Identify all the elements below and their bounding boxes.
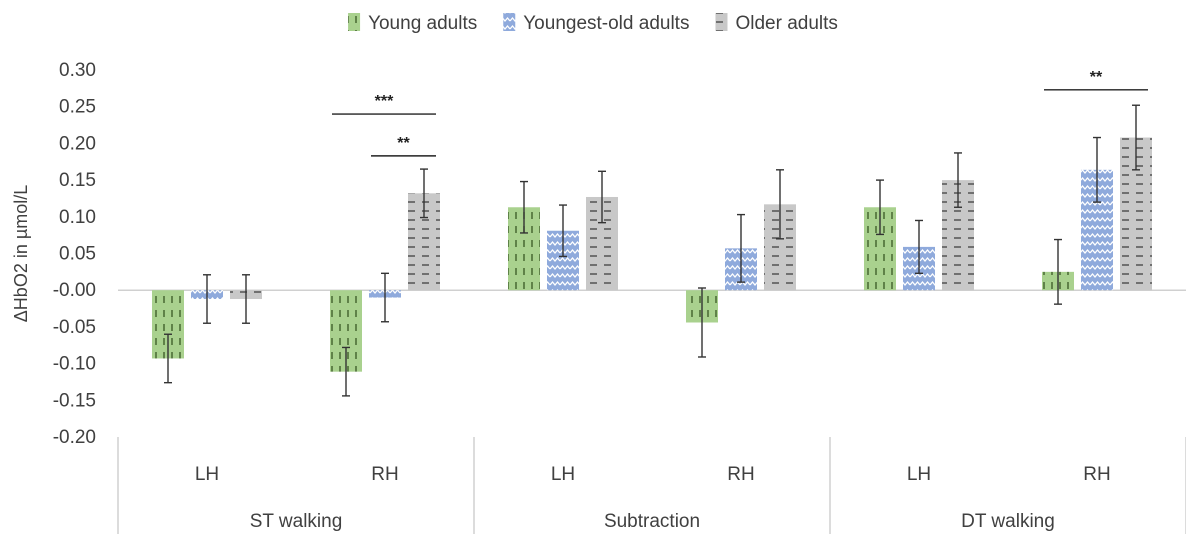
significance-label: ** — [1090, 69, 1103, 86]
y-tick-label: -0.10 — [53, 354, 96, 375]
category-tick-label: LH — [551, 464, 575, 485]
category-tick-label: LH — [907, 464, 931, 485]
significance-marker: ** — [1044, 69, 1148, 91]
y-tick-label: 0.25 — [59, 97, 96, 118]
legend-swatch — [348, 13, 361, 31]
error-bar — [203, 274, 211, 324]
error-bar — [876, 179, 884, 236]
y-tick-label: 0.05 — [59, 244, 96, 265]
error-bar — [1132, 104, 1140, 171]
legend-label: Youngest-old adults — [523, 13, 689, 34]
group-label: Subtraction — [604, 511, 700, 532]
error-bar — [698, 287, 706, 358]
legend-item: Youngest-old adults — [503, 13, 689, 34]
error-bar — [915, 219, 923, 275]
y-axis-ticks: 0.30 0.25 0.20 0.15 0.10 0.05 -0.00 -0.05 -0.10 -… — [53, 60, 96, 448]
error-bars — [164, 104, 1140, 397]
y-tick-label: -0.20 — [53, 427, 96, 448]
group-label: DT walking — [961, 511, 1055, 532]
category-tick-label: LH — [195, 464, 219, 485]
error-bar — [381, 272, 389, 323]
error-bar — [420, 168, 428, 219]
error-bar — [242, 274, 250, 324]
error-bar — [1054, 238, 1062, 305]
group-label: ST walking — [250, 511, 343, 532]
error-bar — [776, 169, 784, 240]
legend-item: Young adults — [348, 13, 477, 34]
y-tick-label: -0.00 — [53, 280, 96, 301]
error-bar — [342, 346, 350, 397]
significance-label: *** — [375, 93, 394, 110]
legend-label: Older adults — [735, 13, 837, 34]
error-bar — [559, 204, 567, 258]
significance-marker: ** — [371, 135, 436, 157]
bars — [152, 137, 1152, 372]
category-tick-label: RH — [727, 464, 754, 485]
error-bar — [598, 170, 606, 224]
y-tick-label: 0.30 — [59, 60, 96, 81]
error-bar — [164, 333, 172, 384]
y-tick-label: -0.15 — [53, 390, 96, 411]
category-tick-label: RH — [1083, 464, 1110, 485]
category-axis: LH RH ST walking LH RH Subtraction LH RH DT walk… — [117, 437, 1186, 534]
category-tick-label: RH — [371, 464, 398, 485]
y-axis-title: ΔHbO2 in µmol/L — [11, 185, 31, 322]
error-bar — [520, 180, 528, 234]
legend-swatch — [715, 13, 728, 31]
y-tick-label: -0.05 — [53, 317, 96, 338]
significance-label: ** — [397, 135, 410, 152]
significance-annotations: ******* — [332, 69, 1148, 157]
significance-marker: *** — [332, 93, 436, 115]
legend-swatch — [503, 13, 516, 31]
y-tick-label: 0.10 — [59, 207, 96, 228]
legend-item: Older adults — [715, 13, 838, 34]
error-bar — [737, 213, 745, 283]
legend-label: Young adults — [368, 13, 477, 34]
legend: Young adults Youngest-old adults Older adu… — [348, 13, 838, 34]
error-bar — [954, 152, 962, 208]
y-tick-label: 0.15 — [59, 170, 96, 191]
y-tick-label: 0.20 — [59, 133, 96, 154]
error-bar — [1093, 136, 1101, 203]
